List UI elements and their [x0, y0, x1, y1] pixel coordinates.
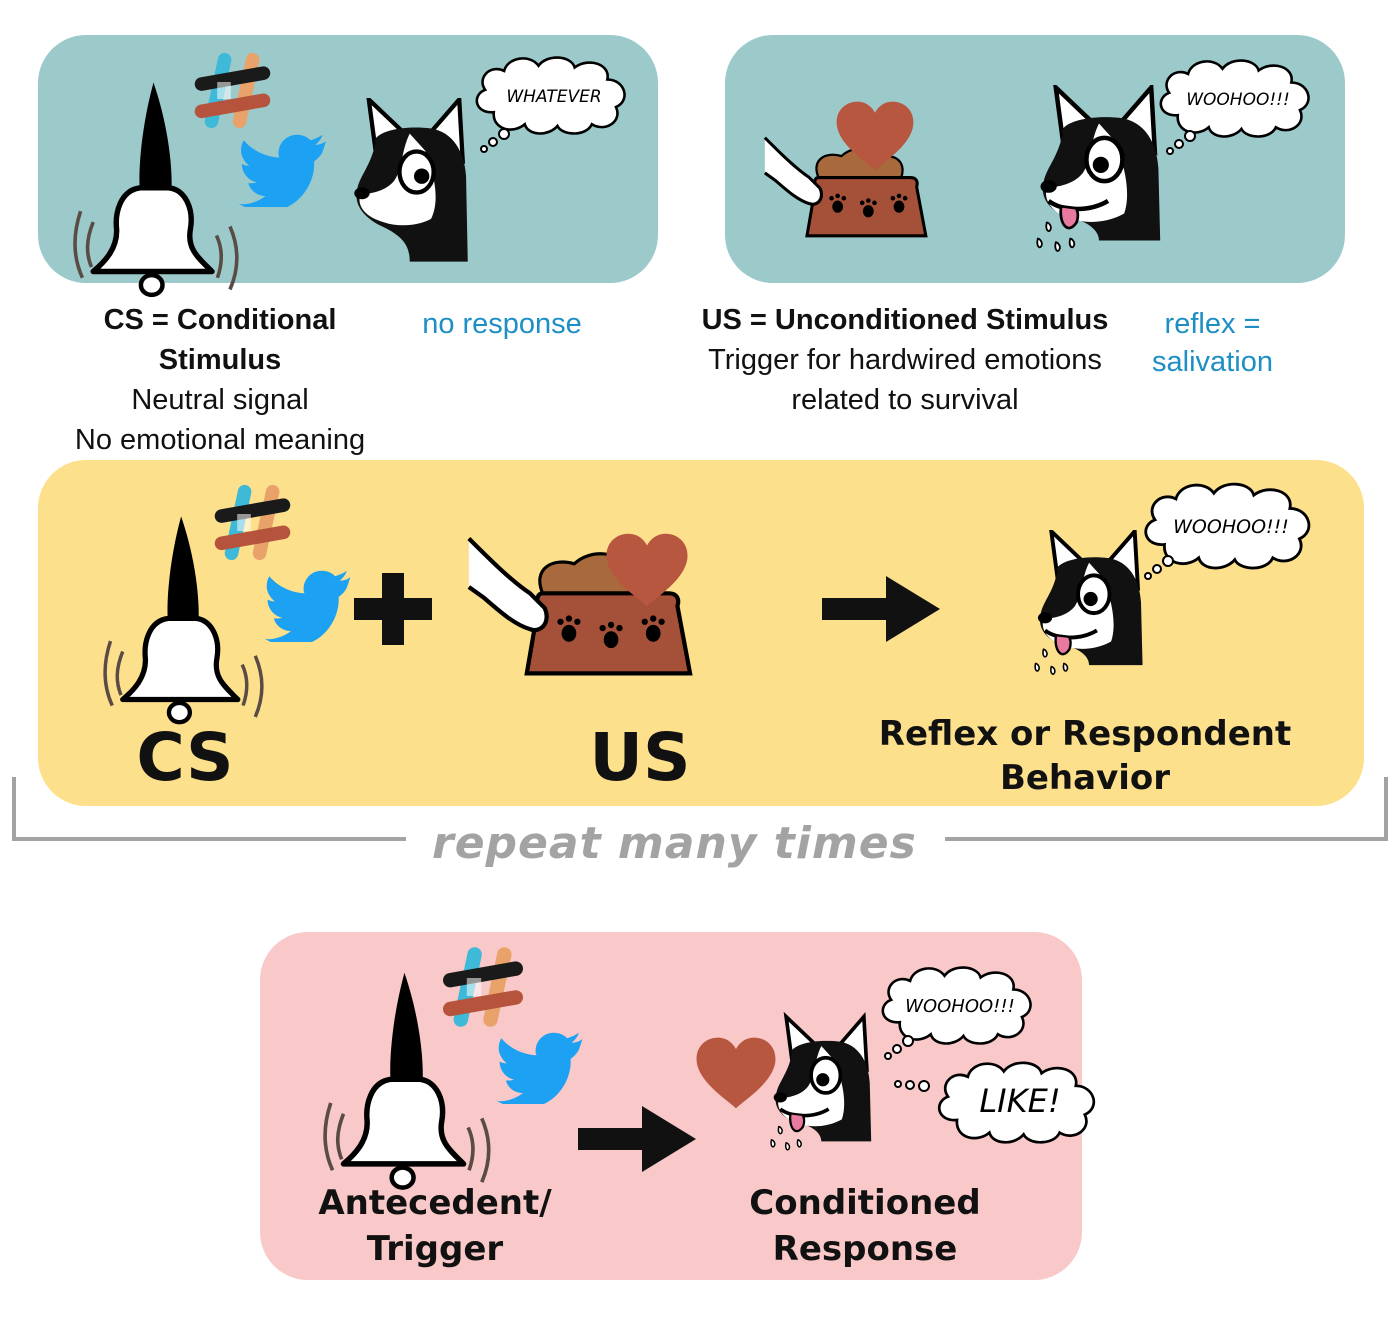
repeat-label: repeat many times [432, 818, 917, 869]
thought-text: WOOHOO!!! [905, 996, 1015, 1017]
slack-icon [438, 942, 528, 1032]
conditioned-line2: Response [772, 1229, 958, 1269]
antecedent-line2: Trigger [366, 1229, 504, 1269]
antecedent-line1: Antecedent/ [318, 1183, 552, 1223]
drooling-dog-icon [1034, 530, 1152, 690]
us-response-line2: salivation [1152, 346, 1273, 378]
food-bowl-icon [440, 528, 740, 686]
thought-text: WHATEVER [506, 87, 601, 107]
arrow-right-icon [578, 1106, 696, 1172]
thought-dots [1166, 130, 1196, 155]
twitter-bird-icon [238, 132, 330, 207]
us-response: reflex = salivation [1140, 305, 1285, 381]
twitter-bird-icon [264, 568, 354, 642]
thought-bubble: LIKE! [930, 1052, 1110, 1152]
cs-line1: Neutral signal [131, 384, 309, 416]
heart-icon [834, 100, 916, 172]
heart-icon [694, 1036, 778, 1110]
repeat-bracket [12, 777, 1388, 841]
us-line1: Trigger for hardwired emotions [708, 344, 1102, 376]
us-response-line1: reflex = [1164, 308, 1261, 340]
reflex-label: Reflex or Respondent Behavior [870, 712, 1300, 800]
drooling-dog-icon [770, 1010, 880, 1170]
thought-dots [480, 128, 510, 153]
thought-bubble: WOOHOO!!! [872, 962, 1048, 1048]
us-line2: related to survival [791, 384, 1019, 416]
cs-response: no response [422, 308, 582, 340]
pairing-panel [38, 460, 1364, 806]
cs-label: CS [136, 719, 234, 796]
cs-line2: No emotional meaning [74, 424, 366, 456]
thought-bubble: WOOHOO!!! [1152, 55, 1324, 141]
antecedent-label: Antecedent/ Trigger [300, 1180, 570, 1272]
us-caption: US = Unconditioned Stimulus Trigger for … [700, 300, 1110, 420]
thought-dots [884, 1035, 914, 1060]
slack-icon [210, 480, 295, 565]
thought-bubble: WHATEVER [468, 52, 640, 138]
thought-dots [1144, 555, 1174, 580]
slack-icon [190, 48, 275, 133]
us-title: US = Unconditioned Stimulus [701, 304, 1109, 336]
cs-title: CS = Conditional Stimulus [103, 304, 337, 376]
plus-icon [354, 573, 432, 645]
drooling-dog-icon [1036, 85, 1171, 270]
us-label: US [589, 719, 691, 796]
thought-text: WOOHOO!!! [1186, 90, 1290, 110]
dog-icon [350, 98, 478, 263]
like-text: LIKE! [979, 1082, 1060, 1120]
reflex-line2: Behavior [999, 758, 1171, 798]
heart-icon [604, 532, 690, 608]
conditioned-line1: Conditioned [749, 1183, 981, 1223]
conditioned-response-label: Conditioned Response [720, 1180, 1010, 1272]
arrow-right-icon [822, 576, 940, 642]
thought-text: WOOHOO!!! [1173, 516, 1289, 538]
reflex-line1: Reflex or Respondent [878, 714, 1292, 754]
twitter-bird-icon [496, 1030, 586, 1104]
thought-dots [894, 1080, 930, 1092]
thought-bubble: WOOHOO!!! [1136, 478, 1326, 573]
cs-caption: CS = Conditional Stimulus Neutral signal… [40, 300, 400, 460]
